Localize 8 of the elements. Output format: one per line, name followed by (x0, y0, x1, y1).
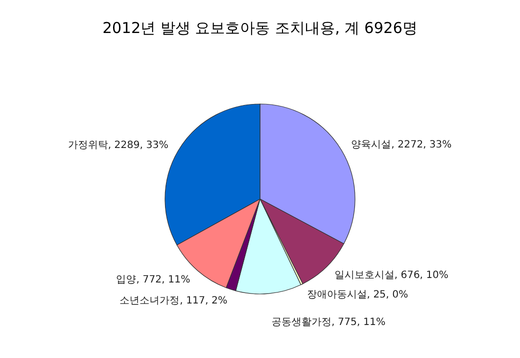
chart-title: 2012년 발생 요보호아동 조치내용, 계 6926명 (102, 19, 418, 37)
slice-label: 입양, 772, 11% (116, 274, 190, 286)
slice-label: 소년소녀가정, 117, 2% (120, 295, 228, 306)
slice-label: 일시보호시설, 676, 10% (334, 270, 448, 282)
slice-label: 장애아동시설, 25, 0% (306, 290, 408, 301)
slice-label: 양육시설, 2272, 33% (351, 139, 452, 150)
slice-label: 가정위탁, 2289, 33% (68, 140, 168, 151)
slice-label: 공동생활가정, 775, 11% (271, 316, 386, 328)
